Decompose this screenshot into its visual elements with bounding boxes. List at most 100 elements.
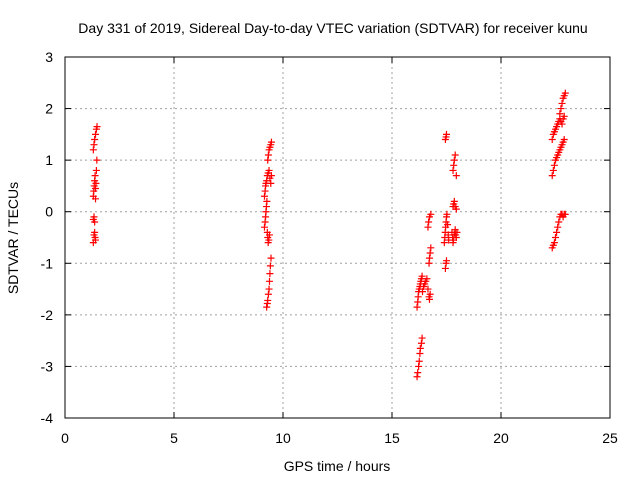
data-point [443,210,451,218]
data-point [550,161,558,169]
data-points [89,89,569,381]
data-point [90,213,98,221]
series-1 [89,123,101,247]
data-point [427,210,435,218]
data-point [265,231,273,239]
data-point [91,218,99,226]
data-point [264,151,272,159]
data-point [414,369,422,377]
data-point [265,236,273,244]
y-tick-label: -3 [41,358,54,374]
data-point [264,156,272,164]
plot-frame [64,56,611,419]
data-point [450,197,458,205]
data-point [558,99,566,107]
data-point [91,172,99,180]
y-tick-label: 3 [45,49,53,65]
data-point [415,357,423,365]
data-point [418,334,426,342]
data-point [453,228,461,236]
data-point [419,288,427,296]
x-tick-label: 15 [384,430,400,446]
data-point [267,138,275,146]
data-point [260,192,268,200]
data-point [92,236,100,244]
x-tick-label: 10 [275,430,291,446]
y-axis-label: SDTVAR / TECUs [5,182,21,294]
x-tick-label: 0 [61,430,69,446]
data-point [92,179,100,187]
data-point [418,272,426,280]
data-point [452,205,460,213]
data-point [417,339,425,347]
data-point [555,218,563,226]
data-point [260,223,268,231]
data-point [425,295,433,303]
data-point [265,277,273,285]
y-tick-label: -1 [41,255,54,271]
data-point [450,156,458,164]
data-point [426,290,434,298]
data-point [443,130,450,138]
data-point [264,296,272,304]
data-point [91,136,99,144]
data-point [266,270,274,278]
data-point [267,172,275,180]
data-point [450,161,458,169]
data-point [441,264,449,272]
data-point [267,179,275,187]
data-point [425,254,433,262]
grid [65,57,610,418]
data-point [263,303,271,311]
y-tick-label: 0 [45,204,53,220]
data-point [424,285,432,293]
data-point [556,110,564,118]
data-point [423,275,431,283]
x-tick-label: 25 [602,430,618,446]
data-point [93,123,101,131]
data-point [424,223,432,231]
series-3 [413,210,435,381]
chart-title: Day 331 of 2019, Sidereal Day-to-day VTE… [78,20,587,36]
data-point [550,239,558,247]
data-point [560,136,568,144]
data-point [554,223,562,231]
data-point [558,120,566,128]
data-point [451,151,459,159]
data-point [452,172,460,180]
data-point [267,254,275,262]
data-point [413,373,421,381]
x-axis-label: GPS time / hours [284,458,391,474]
x-tick-label: 5 [170,430,178,446]
data-point [427,244,435,252]
y-tick-label: 1 [45,152,53,168]
data-point [92,166,100,174]
data-point [92,195,100,203]
data-point [416,344,424,352]
data-point [425,218,433,226]
data-point [265,166,273,174]
data-point [548,172,556,180]
data-point [548,136,556,144]
axis-ticks: 0 5 10 15 20 25 -4 -3 -2 -1 0 1 2 3 [41,49,618,446]
y-tick-label: -2 [41,307,54,323]
data-point [92,130,100,138]
x-tick-label: 20 [493,430,509,446]
data-point [415,362,423,370]
data-point [265,285,273,293]
series-2 [260,138,275,311]
data-point [452,234,460,241]
y-tick-label: 2 [45,101,53,117]
data-point [552,234,559,241]
data-point [561,210,569,218]
series-4 [440,130,461,272]
y-tick-label: -4 [41,410,54,426]
data-point [553,228,561,236]
data-point [443,257,450,265]
data-point [444,221,452,229]
data-point [89,146,97,154]
data-point [561,89,569,97]
data-point [263,197,271,205]
data-point [549,166,557,174]
